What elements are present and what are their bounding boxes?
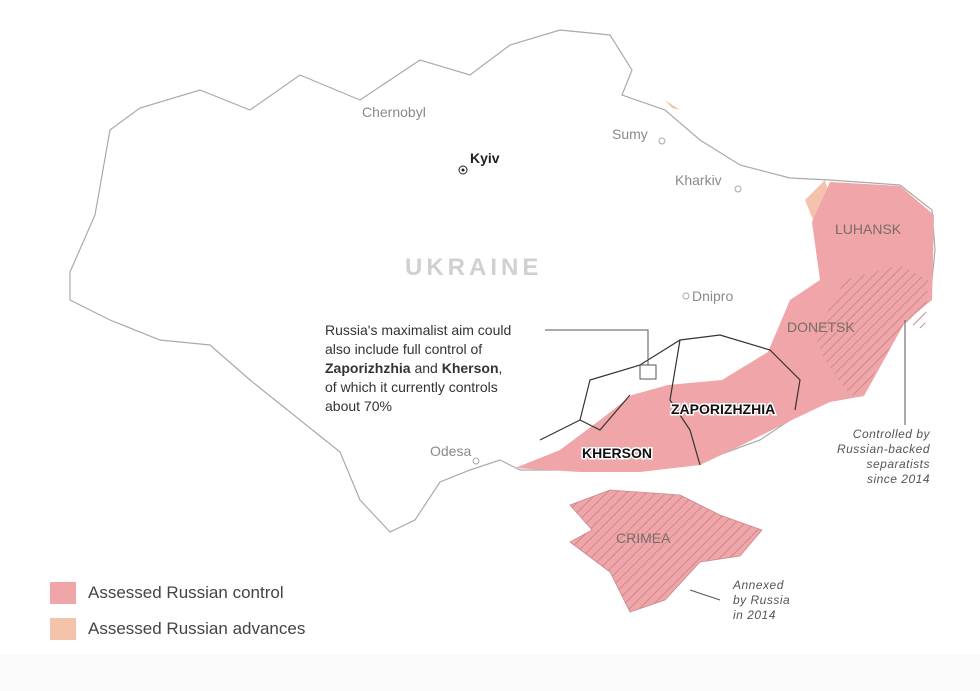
leader-line-maximalist — [545, 329, 649, 365]
city-label-odesa: Odesa — [430, 443, 471, 459]
annotation-line: Controlled by — [853, 427, 931, 441]
legend-swatch — [50, 582, 76, 604]
legend-label: Assessed Russian advances — [88, 619, 306, 638]
ukraine-outline — [69, 29, 936, 533]
legend-label: Assessed Russian control — [88, 583, 284, 602]
annotation-line: Annexed — [732, 578, 784, 592]
city-label-chernobyl: Chernobyl — [362, 104, 426, 120]
city-label-dnipro: Dnipro — [692, 288, 733, 304]
annotation-line: Zaporizhzhia and Kherson, — [325, 359, 511, 378]
region-label-zaporizhzhia: ZAPORIZHZHIA — [671, 401, 775, 417]
annotation-line: Russia's maximalist aim could — [325, 322, 512, 338]
annotation-line: also include full control of — [325, 341, 483, 357]
region-label-donetsk: DONETSK — [787, 319, 855, 335]
legend-item-control: Assessed Russian control — [50, 582, 284, 604]
city-label-sumy: Sumy — [612, 126, 648, 142]
region-label-crimea: CRIMEA — [616, 530, 671, 546]
annotation-text: , — [498, 360, 503, 376]
annotation-separatists: Controlled by Russian-backed separatists… — [837, 427, 931, 486]
city-marker-icon — [682, 292, 690, 300]
annotation-text: and — [410, 360, 442, 376]
footer-band — [0, 655, 980, 691]
annotation-crimea: Annexed by Russia in 2014 — [732, 578, 790, 622]
country-label: UKRAINE — [405, 254, 542, 281]
annotation-line: Russian-backed — [837, 442, 930, 456]
region-label-luhansk: LUHANSK — [835, 221, 902, 237]
leader-box — [639, 364, 657, 380]
city-label-kharkiv: Kharkiv — [675, 172, 722, 188]
city-marker-icon — [734, 185, 742, 193]
separatist-hatch — [815, 265, 928, 395]
city-label-kyiv: Kyiv — [470, 150, 500, 166]
city-marker-icon — [658, 137, 666, 145]
legend-swatch — [50, 618, 76, 640]
oblast-borders — [539, 334, 801, 466]
annotation-line: about 70% — [325, 398, 392, 414]
annotation-line: by Russia — [733, 593, 790, 607]
annotation-bold: Zaporizhzhia — [325, 360, 411, 376]
russian-control-area — [515, 182, 934, 472]
city-marker-icon — [472, 457, 480, 465]
annotation-line: of which it currently controls — [325, 379, 498, 395]
capital-marker-icon — [458, 165, 468, 175]
annotation-maximalist: Russia's maximalist aim could also inclu… — [325, 321, 511, 416]
annotation-line: in 2014 — [733, 608, 776, 622]
crimea-hatch — [570, 490, 762, 612]
annotation-bold: Kherson — [441, 360, 499, 376]
leader-line-crimea — [689, 589, 721, 601]
legend-item-advances: Assessed Russian advances — [50, 618, 305, 640]
annotation-line: since 2014 — [867, 472, 930, 486]
annotation-line: separatists — [866, 457, 930, 471]
region-label-kherson: KHERSON — [582, 445, 652, 461]
capital-marker-dot — [461, 168, 465, 172]
